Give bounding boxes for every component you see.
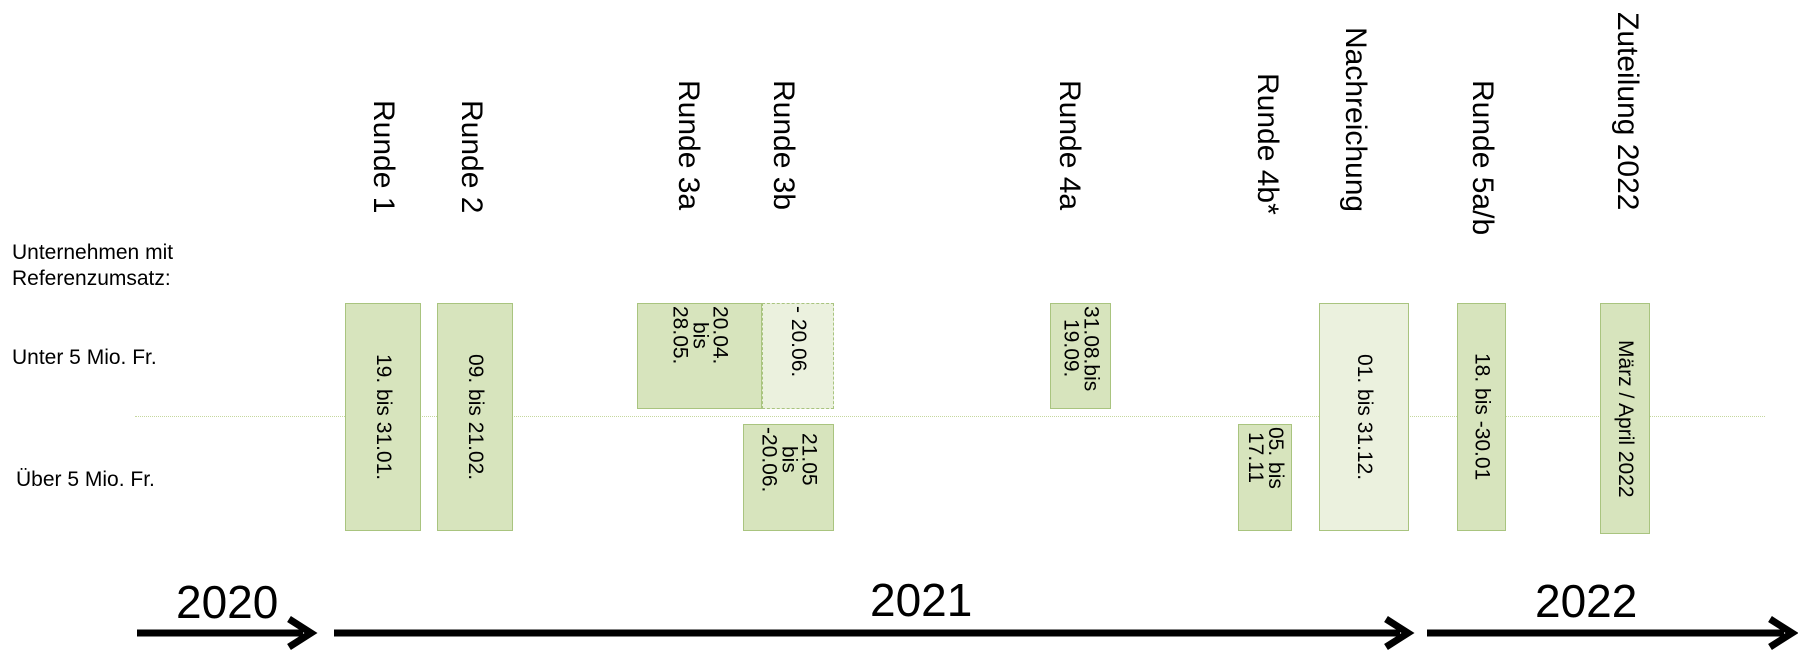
header-nachreichung: Nachreichung — [1339, 27, 1372, 213]
header-runde-3a: Runde 3a — [672, 80, 705, 211]
period-runde-3b: 21.05 bis -20.06. — [743, 424, 834, 531]
header-runde-2: Runde 2 — [455, 100, 488, 214]
period-runde-4a: 31.08.bis 19.09. — [1050, 303, 1111, 409]
row-divider — [135, 416, 1765, 417]
period-runde-2: 09. bis 21.02. — [437, 303, 513, 531]
header-runde-4a: Runde 4a — [1053, 80, 1086, 211]
period-runde-4b: 05. bis 17.11 — [1238, 424, 1292, 531]
period-runde-3a: 20.04. bis 28.05. — [637, 303, 762, 409]
period-nachreichung: 01. bis 31.12. — [1319, 303, 1409, 531]
header-runde-1: Runde 1 — [367, 100, 400, 214]
year-2021-label: 2021 — [870, 574, 973, 626]
period-zuteilung-2022: März / April 2022 — [1600, 303, 1650, 534]
arrow-2021 — [334, 616, 1415, 650]
period-runde-1: 19. bis 31.01. — [345, 303, 421, 531]
row-label-under-5m: Unter 5 Mio. Fr. — [12, 346, 157, 369]
arrow-2022 — [1427, 616, 1798, 650]
year-2022-label: 2022 — [1535, 575, 1638, 627]
header-runde-4b: Runde 4b* — [1251, 73, 1284, 215]
header-zuteilung-2022: Zuteilung 2022 — [1611, 12, 1644, 211]
period-runde-5ab: 18. bis -30.01 — [1457, 303, 1506, 531]
arrow-2020 — [137, 616, 318, 650]
header-runde-3b: Runde 3b — [767, 80, 800, 211]
row-group-label: Unternehmen mit Referenzumsatz: — [12, 241, 174, 290]
row-label-over-5m: Über 5 Mio. Fr. — [16, 468, 155, 491]
header-runde-5ab: Runde 5a/b — [1466, 80, 1499, 236]
year-2020-label: 2020 — [176, 576, 279, 628]
period-runde-3a-extension: - 20.06. — [762, 303, 834, 409]
